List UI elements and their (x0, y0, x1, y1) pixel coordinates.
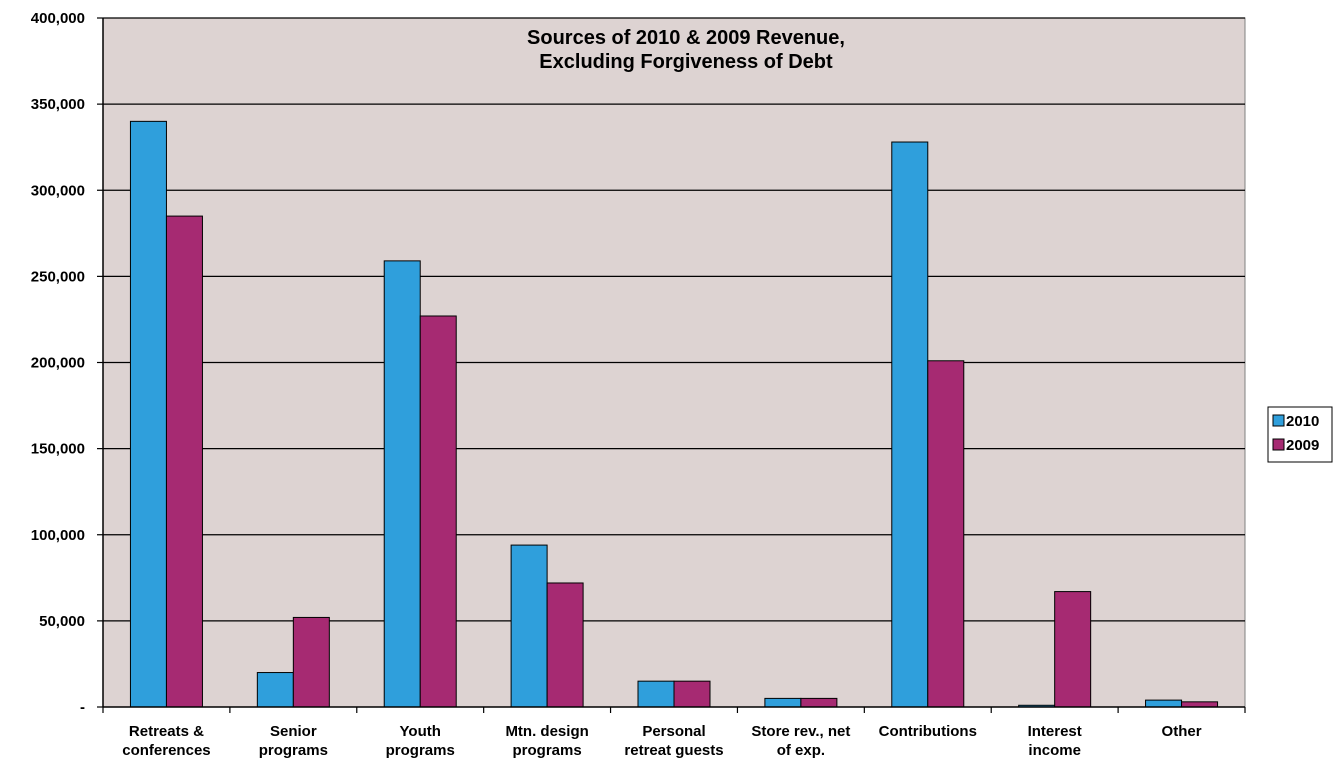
bar-2009-7 (1054, 591, 1092, 708)
y-tick-label: 200,000 (31, 355, 85, 372)
x-category-label: programs (259, 742, 328, 759)
x-category-label: Mtn. design (505, 723, 588, 740)
bar-2010-2 (383, 260, 421, 708)
x-category-label: programs (386, 742, 455, 759)
x-category-label: Retreats & (129, 723, 204, 740)
bar-2009-3 (546, 582, 584, 708)
legend-label-2009: 2009 (1286, 437, 1319, 454)
x-category-label: of exp. (777, 742, 825, 759)
legend-swatch-2009 (1272, 438, 1285, 451)
y-tick-label: 350,000 (31, 96, 85, 113)
bar-2010-4 (637, 680, 675, 708)
x-category-label: conferences (122, 742, 210, 759)
chart-title-line: Excluding Forgiveness of Debt (539, 51, 833, 73)
bar-2010-0 (129, 120, 167, 708)
legend-box (1267, 406, 1333, 463)
legend-swatch-2010 (1272, 414, 1285, 427)
x-category-label: Other (1162, 723, 1202, 740)
x-category-label: Senior (270, 723, 317, 740)
bar-2010-3 (510, 544, 548, 708)
x-category-label: Personal (642, 723, 705, 740)
legend-label-2010: 2010 (1286, 413, 1319, 430)
y-tick-label: 150,000 (31, 441, 85, 458)
bar-2010-8 (1145, 699, 1183, 708)
x-category-label: Store rev., net (751, 723, 850, 740)
x-category-label: programs (513, 742, 582, 759)
x-category-label: Youth (400, 723, 441, 740)
bar-2009-4 (673, 680, 711, 708)
bar-2010-6 (891, 141, 929, 708)
bar-2009-5 (800, 697, 838, 708)
bar-2009-8 (1181, 701, 1219, 708)
bar-2009-0 (165, 215, 203, 708)
y-tick-label: 100,000 (31, 527, 85, 544)
y-tick-label: 50,000 (39, 613, 85, 630)
bar-2010-5 (764, 697, 802, 708)
bar-2009-6 (927, 360, 965, 708)
y-tick-label: 250,000 (31, 268, 85, 285)
chart-title-line: Sources of 2010 & 2009 Revenue, (527, 27, 845, 49)
bar-2009-1 (292, 616, 330, 708)
x-category-label: Interest (1028, 723, 1082, 740)
x-category-label: income (1028, 742, 1081, 759)
y-tick-label: 400,000 (31, 10, 85, 27)
x-category-label: Contributions (879, 723, 977, 740)
y-tick-label: - (80, 699, 85, 716)
bar-2009-2 (419, 315, 457, 708)
x-category-label: retreat guests (624, 742, 723, 759)
y-tick-label: 300,000 (31, 182, 85, 199)
bar-2010-1 (256, 672, 294, 708)
